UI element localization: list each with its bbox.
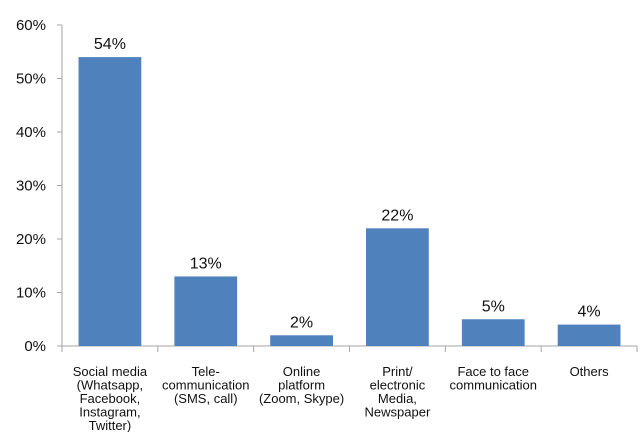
category-label-line: Instagram, bbox=[79, 405, 140, 420]
category-label-line: (Whatsapp, bbox=[77, 378, 143, 393]
category-label-line: Social media bbox=[73, 364, 148, 379]
category-label-line: Media, bbox=[378, 391, 417, 406]
y-tick-label: 30% bbox=[16, 178, 46, 195]
y-tick-label: 20% bbox=[16, 231, 46, 248]
category-label: Face to face communication bbox=[450, 364, 537, 393]
y-tick-label: 10% bbox=[16, 285, 46, 302]
y-tick-label: 50% bbox=[16, 71, 46, 88]
bars bbox=[78, 57, 621, 346]
data-label: 2% bbox=[290, 314, 313, 331]
category-label-line: communication bbox=[450, 378, 537, 393]
bar bbox=[174, 276, 238, 346]
category-label: Tele-communication (SMS, call) bbox=[162, 364, 249, 406]
data-label: 13% bbox=[190, 255, 222, 272]
category-label-line: Tele- bbox=[192, 364, 220, 379]
data-label: 5% bbox=[482, 298, 505, 315]
bar bbox=[557, 324, 621, 346]
category-label: Social media (Whatsapp, Facebook, Instagram… bbox=[73, 364, 148, 432]
data-label: 4% bbox=[578, 304, 601, 321]
y-tick-label: 60% bbox=[16, 17, 46, 34]
y-axis: 0% 10% 20% 30% 40% 50% 60% bbox=[16, 17, 63, 355]
data-label: 54% bbox=[94, 36, 126, 53]
bar bbox=[366, 228, 429, 346]
bar bbox=[78, 57, 142, 346]
y-tick-label: 0% bbox=[24, 338, 46, 355]
category-label-line: electronic bbox=[370, 378, 426, 393]
category-label-line: platform bbox=[278, 378, 325, 393]
data-labels: 54% 13% 2% 22% 5% 4% bbox=[94, 36, 601, 331]
category-label: Print/electronic Media, Newspaper bbox=[365, 364, 431, 420]
category-label: Others bbox=[570, 364, 610, 379]
category-label-line: Print/ bbox=[382, 364, 413, 379]
data-label: 22% bbox=[381, 207, 413, 224]
bar bbox=[461, 319, 525, 346]
category-label-line: Twitter) bbox=[89, 418, 132, 432]
category-label-line: Others bbox=[570, 364, 610, 379]
category-label-line: communication bbox=[162, 378, 249, 393]
category-label-line: (Zoom, Skype) bbox=[259, 391, 344, 406]
category-label-line: Face to face bbox=[457, 364, 529, 379]
y-tick-label: 40% bbox=[16, 124, 46, 141]
category-labels: Social media (Whatsapp, Facebook, Instagram… bbox=[73, 364, 609, 432]
x-axis bbox=[61, 345, 638, 352]
category-label-line: Newspaper bbox=[365, 405, 431, 420]
category-label-line: Facebook, bbox=[80, 391, 141, 406]
category-label-line: (SMS, call) bbox=[174, 391, 238, 406]
bar bbox=[270, 335, 333, 346]
category-label-line: Online bbox=[283, 364, 321, 379]
category-label: Online platform (Zoom, Skype) bbox=[259, 364, 344, 406]
